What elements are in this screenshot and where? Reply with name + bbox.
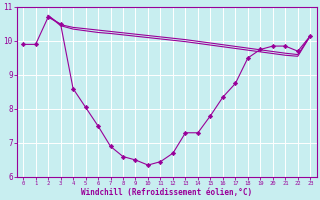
X-axis label: Windchill (Refroidissement éolien,°C): Windchill (Refroidissement éolien,°C) xyxy=(81,188,252,197)
